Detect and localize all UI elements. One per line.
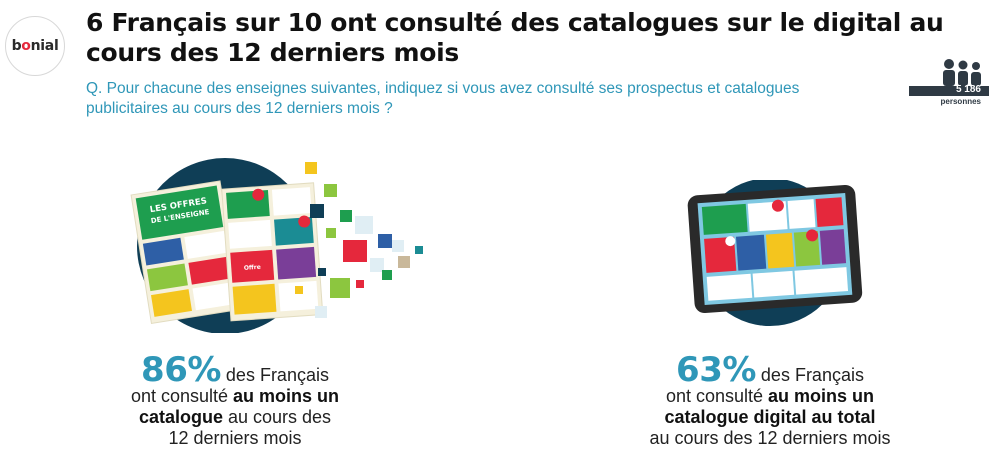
stat-digital-catalogue: 63% des Français ont consulté au moins u…	[610, 353, 930, 449]
sample-unit: personnes	[940, 97, 981, 106]
offer-label: Offre	[244, 264, 261, 272]
digital-pixels	[295, 162, 423, 318]
stat-left-bold-1: au moins un	[233, 386, 340, 406]
stat-right-percentage: 63%	[676, 350, 756, 390]
stat-left-text-4: 12 derniers mois	[168, 428, 302, 448]
stat-right-text-1: des Français	[755, 365, 864, 385]
stat-paper-catalogue: 86% des Français ont consulté au moins u…	[95, 353, 375, 449]
stat-left-bold-2: catalogue	[138, 407, 223, 427]
bonial-logo: bonial	[5, 16, 65, 76]
tablet-catalogue-illustration	[687, 180, 863, 326]
sample-count: 5 186	[955, 84, 981, 95]
stat-right-text-3: au cours des 12 derniers mois	[649, 428, 891, 448]
page-title: 6 Français sur 10 ont consulté des catal…	[86, 8, 944, 67]
stat-left-text-3: au cours des	[222, 407, 332, 427]
sample-bar	[909, 86, 989, 96]
stat-left-text-1: des Français	[220, 365, 329, 385]
people-icon	[943, 59, 981, 86]
survey-question: Q. Pour chacune des enseignes suivantes,…	[86, 80, 800, 117]
stat-right-bold-2: catalogue digital au total	[664, 407, 876, 427]
stat-left-percentage: 86%	[141, 350, 221, 390]
bonial-logo-text: bonial	[11, 38, 59, 54]
paper-catalogue-illustration: LES OFFRES DE L'ENSEIGNE Offre	[130, 158, 423, 333]
stat-right-text-2: ont consulté	[665, 386, 769, 406]
stat-right-bold-1: au moins un	[768, 386, 875, 406]
stat-left-text-2: ont consulté	[130, 386, 234, 406]
sample-size-badge: 5 186 personnes	[909, 58, 989, 108]
